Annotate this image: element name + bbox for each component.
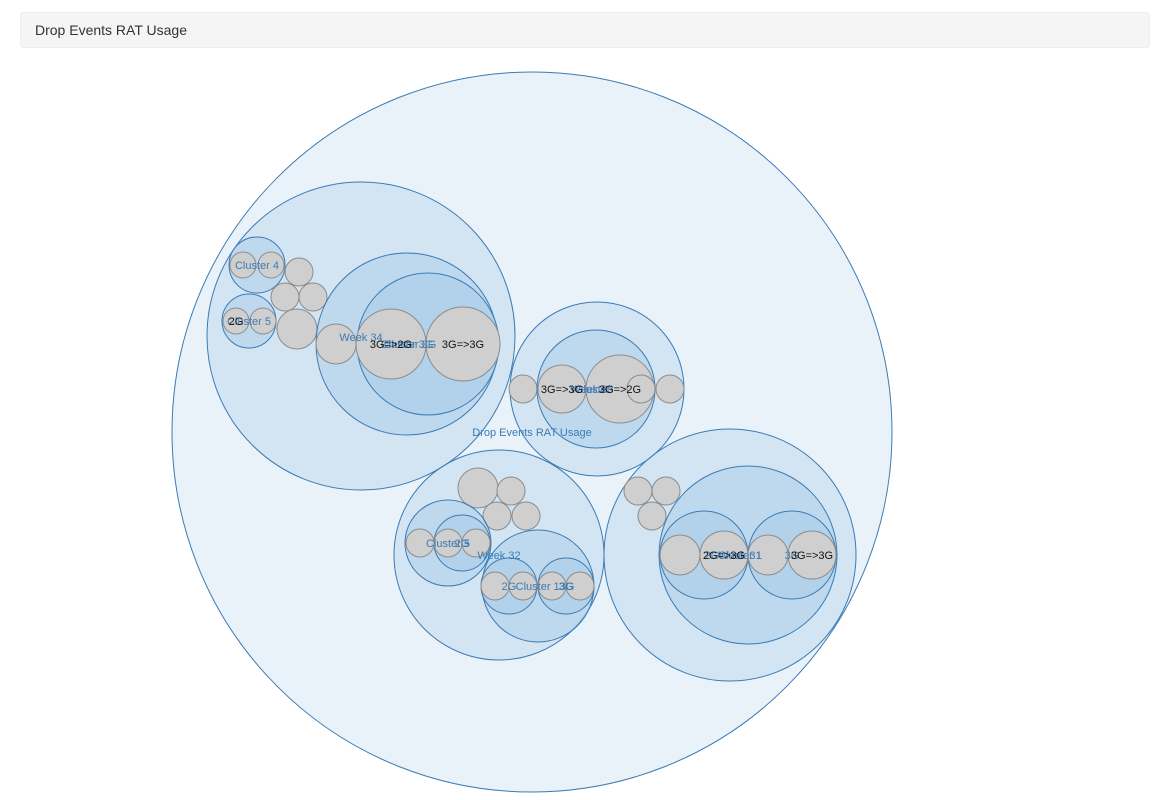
leaf-label: 2G=>3G (703, 550, 745, 562)
leaf-circle[interactable] (623, 476, 653, 506)
leaf-circle[interactable] (284, 257, 314, 287)
node-label: Cluster 5 (426, 538, 470, 550)
leaf-circle[interactable] (276, 308, 318, 350)
leaf-label: 3G=>2G (599, 384, 641, 396)
leaf-circle[interactable] (298, 282, 328, 312)
root-circle[interactable] (171, 71, 893, 793)
leaf-circle[interactable] (626, 374, 656, 404)
panel-heading: Drop Events RAT Usage (20, 12, 1150, 48)
panel-title: Drop Events RAT Usage (35, 22, 187, 38)
node-label: 2G (502, 581, 517, 593)
leaf-circle[interactable] (651, 476, 681, 506)
leaf-label: 3G=>2G (370, 339, 412, 351)
leaf-circle[interactable] (787, 530, 837, 580)
node-label: Cluster 4 (235, 260, 279, 272)
node-label: Cluster 3G (384, 339, 437, 351)
node-label: Week 32 (477, 550, 520, 562)
leaf-circle[interactable] (257, 251, 285, 279)
leaf-label: 3G=>3G (541, 384, 583, 396)
node-label: Cluster 3G (381, 339, 434, 351)
node-label: Cluster 13G (516, 581, 575, 593)
node-label: 2G (455, 538, 470, 550)
leaf-circle[interactable] (425, 306, 501, 382)
leaf-label: 3G=>3G (442, 339, 484, 351)
leaf-circle[interactable] (315, 323, 357, 365)
leaf-circle[interactable] (222, 307, 250, 335)
leaf-circle[interactable] (508, 374, 538, 404)
node-label: Cluster 5 (227, 316, 271, 328)
leaf-circle[interactable] (508, 571, 538, 601)
leaf-circle[interactable] (229, 251, 257, 279)
leaf-circle[interactable] (461, 528, 491, 558)
node-label: Week 34 (339, 332, 382, 344)
node-label: 2G (705, 550, 720, 562)
leaf-circle[interactable] (655, 374, 685, 404)
leaf-circle[interactable] (249, 307, 277, 335)
node-label: Week 33 (570, 384, 613, 396)
leaf-circle[interactable] (659, 534, 701, 576)
leaf-circle[interactable] (565, 571, 595, 601)
leaf-label: 3G=>3G (791, 550, 833, 562)
leaf-circle[interactable] (637, 501, 667, 531)
node-label: 3G (559, 581, 574, 593)
leaf-circle[interactable] (496, 476, 526, 506)
node-label: Cluster 1 (718, 550, 762, 562)
node-label: 3G (785, 550, 800, 562)
node-label: Week 31 (718, 550, 761, 562)
node-label: Drop Events RAT Usage (472, 427, 591, 439)
leaf-circle[interactable] (457, 467, 499, 509)
group-circle[interactable] (228, 236, 286, 294)
leaf-circle[interactable] (482, 501, 512, 531)
node-label: Cluster (576, 384, 611, 396)
leaf-circle[interactable] (511, 501, 541, 531)
leaf-circle[interactable] (270, 282, 300, 312)
leaf-label: 2G (229, 316, 244, 328)
